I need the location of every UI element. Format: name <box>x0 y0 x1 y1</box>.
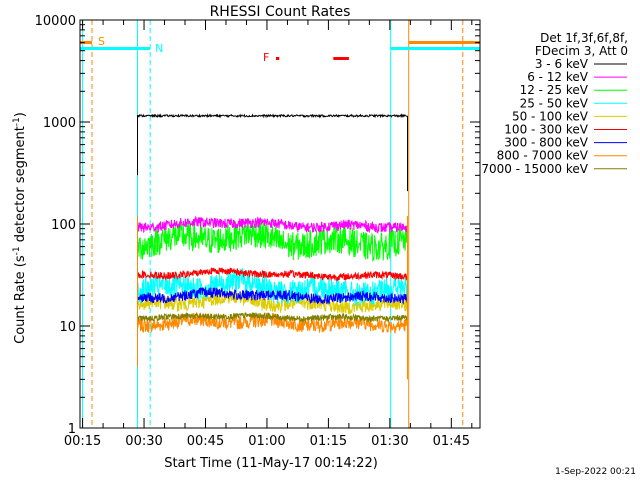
marker-bar-night <box>80 47 151 50</box>
series-line-2 <box>137 220 408 262</box>
y-axis-label-main: Count Rate (s <box>13 255 28 344</box>
x-tick-label: 01:00 <box>248 434 285 449</box>
x-axis-label: Start Time (11-May-17 00:14:22) <box>164 456 378 471</box>
x-tick-label: 00:30 <box>125 434 162 449</box>
marker-bar-flare <box>333 57 349 60</box>
x-tick-label: 00:45 <box>187 434 224 449</box>
x-tick-label: 01:30 <box>371 434 408 449</box>
y-axis-label-close: ) <box>13 112 28 117</box>
legend-label: 800 - 7000 keV <box>497 149 589 163</box>
x-tick-label: 01:15 <box>310 434 347 449</box>
y-tick-label: 1 <box>68 422 76 437</box>
marker-bar-saa <box>80 41 93 44</box>
y-axis-label-exponent: -1 <box>12 246 22 255</box>
footer-date: 1-Sep-2022 00:21 <box>555 467 636 477</box>
y-axis-label-exponent-2: -1 <box>12 117 22 126</box>
marker-label-flare: F <box>263 51 269 64</box>
y-tick-label: 100 <box>51 218 76 233</box>
legend-label: 300 - 800 keV <box>504 136 588 150</box>
marker-bar-night <box>390 47 480 50</box>
legend-label: 50 - 100 keV <box>512 109 589 123</box>
legend-label: 100 - 300 keV <box>504 123 588 137</box>
series-line-0 <box>137 113 408 192</box>
marker-label-night: N <box>155 42 163 55</box>
chart-title: RHESSI Count Rates <box>210 4 351 20</box>
legend-header-line-1: Det 1f,3f,6f,8f, <box>540 31 628 45</box>
marker-label-saa: S <box>98 35 105 48</box>
marker-bar-saa <box>408 41 480 44</box>
x-tick-label: 00:15 <box>64 434 101 449</box>
series-line-1 <box>137 215 408 234</box>
series-line-8 <box>137 311 408 323</box>
y-tick-label: 1000 <box>43 116 76 131</box>
y-axis-ticks: 1 10 100 1000 10000 <box>35 14 480 437</box>
y-axis-label: Count Rate (s-1 detector segment-1) <box>12 112 28 344</box>
legend-label: 7000 - 15000 keV <box>481 162 588 176</box>
x-tick-label: 01:45 <box>433 434 470 449</box>
legend-label: 12 - 25 keV <box>520 83 589 97</box>
legend-label: 6 - 12 keV <box>527 70 589 84</box>
series-line-6 <box>137 286 408 305</box>
y-tick-label: 10000 <box>35 14 76 29</box>
legend: Det 1f,3f,6f,8f, FDecim 3, Att 0 3 - 6 k… <box>481 31 628 176</box>
series-line-5 <box>137 266 408 282</box>
x-axis-ticks: 00:15 00:30 00:45 01:00 01:15 01:30 01:45 <box>64 20 473 449</box>
marker-bar-flare <box>275 57 280 60</box>
series-layer <box>136 113 408 380</box>
legend-label: 3 - 6 keV <box>535 57 589 71</box>
legend-header-line-2: FDecim 3, Att 0 <box>535 44 628 58</box>
legend-label: 25 - 50 keV <box>520 96 589 110</box>
y-axis-label-unit: detector segment <box>13 126 28 246</box>
y-tick-label: 10 <box>59 320 76 335</box>
marker-bars-layer: S N F <box>80 35 480 64</box>
